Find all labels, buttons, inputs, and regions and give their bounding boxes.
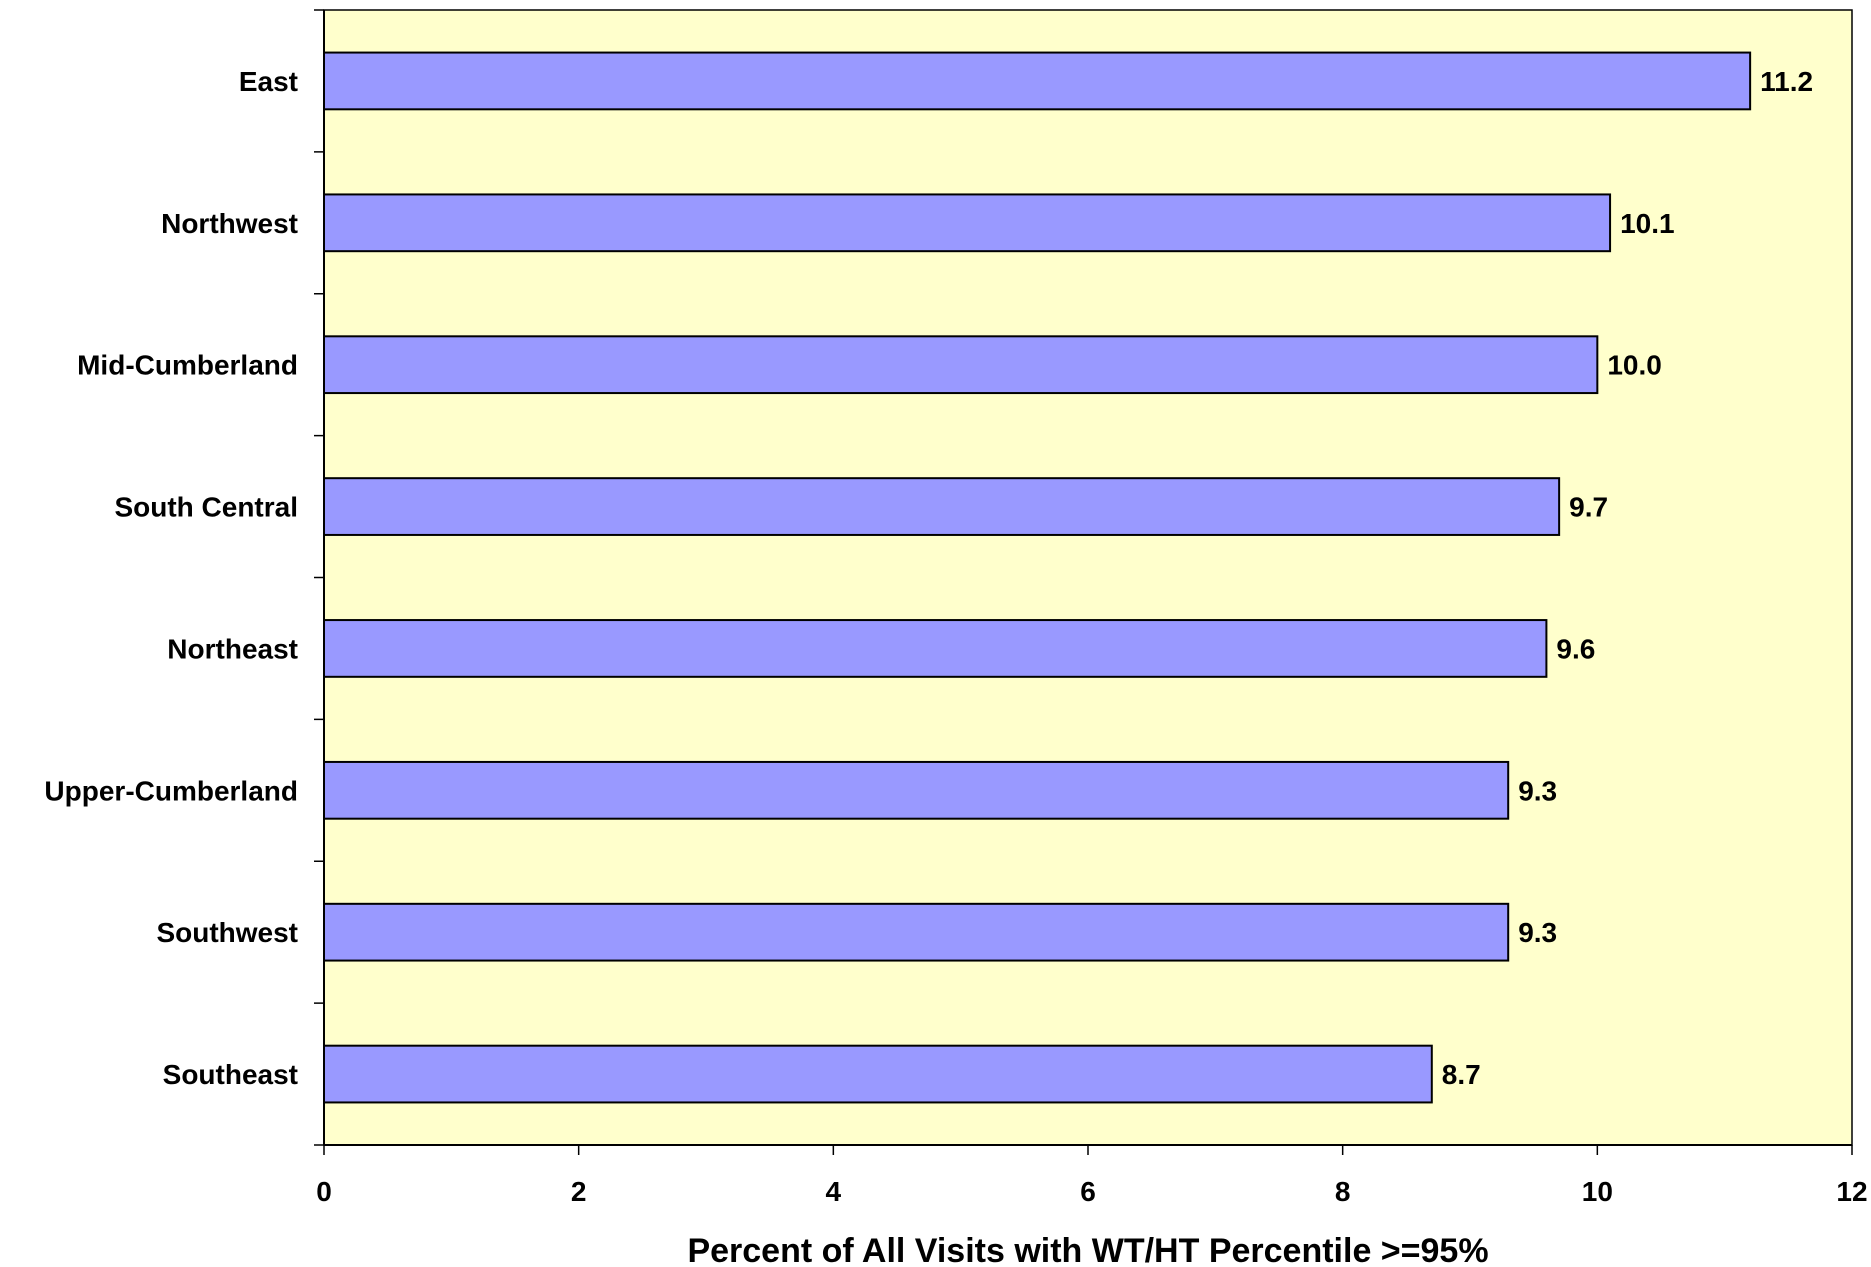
data-label: 11.2 [1760, 66, 1813, 97]
category-label: East [239, 66, 298, 97]
x-tick-label: 6 [1080, 1176, 1096, 1207]
data-label: 9.6 [1556, 633, 1595, 664]
data-label: 9.3 [1518, 917, 1557, 948]
value-labels-group: 11.2 10.1 10.0 9.7 9.6 9.3 9.3 8.7 [1442, 66, 1813, 1090]
x-tick-label: 4 [826, 1176, 842, 1207]
category-label: Northeast [167, 633, 298, 664]
category-labels-group: East Northwest Mid-Cumberland South Central… [44, 66, 298, 1090]
data-label: 9.3 [1518, 775, 1557, 806]
x-tick-label: 2 [571, 1176, 587, 1207]
x-axis-title: Percent of All Visits with WT/HT Percent… [687, 1232, 1488, 1267]
y-axis [314, 9, 325, 1146]
x-tick-label: 0 [316, 1176, 332, 1207]
data-label: 10.1 [1620, 208, 1675, 239]
x-tick-label: 12 [1836, 1176, 1867, 1207]
bar [323, 902, 1510, 962]
plot-area [323, 9, 1853, 1146]
bar [323, 335, 1599, 395]
category-label: Mid-Cumberland [77, 350, 298, 381]
category-label: Southeast [163, 1059, 298, 1090]
bar [323, 477, 1561, 536]
bar [323, 760, 1510, 820]
bars-group [323, 51, 1752, 1104]
category-label: Upper-Cumberland [44, 775, 298, 806]
data-label: 9.7 [1569, 492, 1608, 523]
bar [323, 1044, 1433, 1104]
bar [323, 51, 1752, 111]
data-label: 8.7 [1442, 1059, 1481, 1090]
category-label: Southwest [156, 917, 298, 948]
bar [323, 619, 1548, 678]
x-axis: 0 2 4 6 8 10 12 [316, 1144, 1868, 1207]
bar [323, 193, 1612, 253]
data-label: 10.0 [1607, 350, 1662, 381]
category-label: Northwest [161, 208, 298, 239]
x-tick-label: 10 [1582, 1176, 1613, 1207]
category-label: South Central [114, 492, 298, 523]
x-tick-label: 8 [1335, 1176, 1351, 1207]
